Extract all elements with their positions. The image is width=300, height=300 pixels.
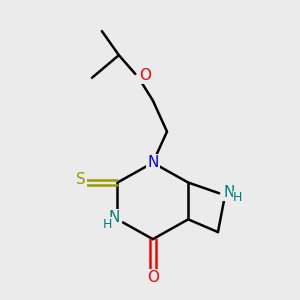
Text: S: S — [76, 172, 86, 187]
Text: H: H — [103, 218, 112, 231]
Text: N: N — [224, 185, 235, 200]
Text: O: O — [147, 270, 159, 285]
Text: N: N — [147, 155, 158, 170]
Text: O: O — [139, 68, 151, 83]
Text: H: H — [233, 191, 242, 204]
Text: N: N — [109, 210, 120, 225]
